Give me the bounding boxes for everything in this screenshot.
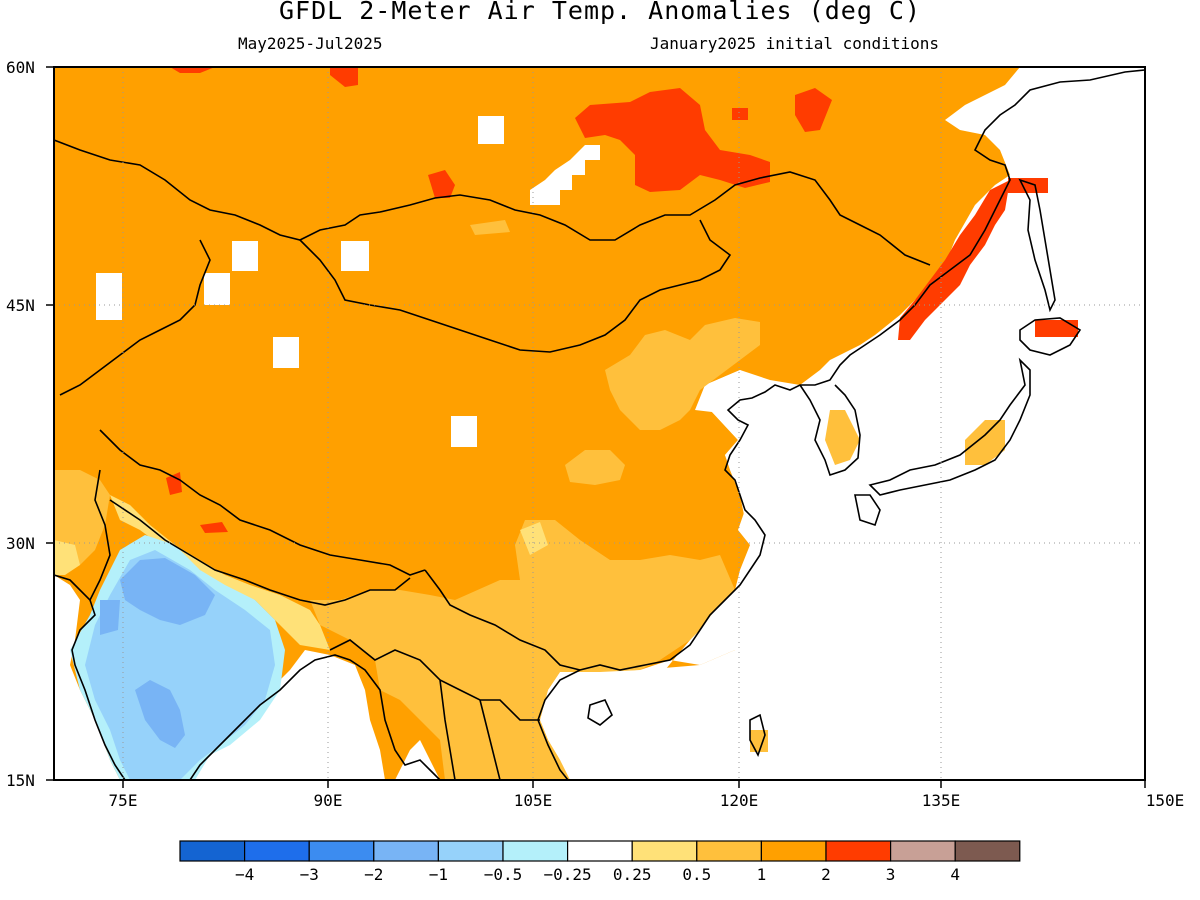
border-china-kazakh xyxy=(59,239,211,396)
colorbar-swatch xyxy=(502,840,569,862)
coastline-kyushu xyxy=(854,494,881,527)
anomaly-neg-1-india-south xyxy=(135,680,185,748)
colorbar-swatch xyxy=(631,840,698,862)
anomaly-2-3-siberia-east xyxy=(795,88,832,132)
lon-label-75e: 75E xyxy=(109,791,138,810)
lat-label-45n: 45N xyxy=(6,296,35,315)
ocean-mask-east-fix xyxy=(540,600,1145,780)
colorbar: −4 −3 −2 −1 −0.5 −0.25 0.25 0.5 1 2 3 4 xyxy=(179,840,1021,884)
colorbar-swatch xyxy=(889,840,956,862)
colorbar-label: 4 xyxy=(950,865,960,884)
anomaly-0.5-1-korea xyxy=(825,410,860,465)
anomaly-2-3-siberia-small xyxy=(732,108,748,120)
neutral-patch xyxy=(451,416,477,447)
neutral-patch xyxy=(478,116,504,144)
ocean-mask-bay-bengal xyxy=(190,650,385,780)
anomaly-2-3-sakhalin-north xyxy=(1008,178,1048,193)
border-indochina xyxy=(329,639,540,780)
colorbar-label: 2 xyxy=(821,865,831,884)
colorbar-swatch xyxy=(437,840,504,862)
colorbar-label: 3 xyxy=(886,865,896,884)
colorbar-swatch xyxy=(954,840,1021,862)
lat-label-15n: 15N xyxy=(6,771,35,790)
anomaly-2-3-tibet-west xyxy=(166,472,182,495)
coastline-taiwan xyxy=(749,713,766,757)
anomaly-neg-1-india-north xyxy=(120,558,215,625)
neutral-patch-baikal xyxy=(530,145,600,205)
colorbar-label: −0.5 xyxy=(484,865,523,884)
map-frame xyxy=(53,66,1146,781)
anomaly-0.5-1-mongolia-east xyxy=(605,318,760,430)
colorbar-label: −1 xyxy=(429,865,448,884)
neutral-patch xyxy=(341,241,369,271)
forecast-period: May2025-Jul2025 xyxy=(238,34,383,53)
border-china-india xyxy=(99,429,426,576)
anomaly-2-3-amur xyxy=(898,180,1010,340)
border-himalaya-south xyxy=(109,499,411,606)
colorbar-swatch xyxy=(825,840,892,862)
lat-label-60n: 60N xyxy=(6,58,35,77)
colorbar-label: −3 xyxy=(300,865,319,884)
neutral-patch xyxy=(96,273,122,320)
neutral-patch xyxy=(273,337,299,368)
colorbar-label: 0.5 xyxy=(682,865,711,884)
anomaly-0.5-1-sakhalin xyxy=(470,220,510,235)
border-china-south xyxy=(424,569,581,671)
anomaly-2-3-siberia xyxy=(575,88,770,192)
colorbar-swatch xyxy=(179,840,246,862)
anomaly-0.25-0.5-pak-south xyxy=(54,540,80,575)
colorbar-label: 1 xyxy=(757,865,767,884)
anomaly-fill-layer xyxy=(54,67,1145,780)
lon-label-90e: 90E xyxy=(314,791,343,810)
lon-label-105e: 105E xyxy=(514,791,553,810)
lon-label-135e: 135E xyxy=(922,791,961,810)
border-mongolia-china xyxy=(299,219,732,353)
anomaly-0.5-1-japan xyxy=(965,420,1005,465)
lon-label-120e: 120E xyxy=(720,791,759,810)
neutral-patch xyxy=(232,241,258,271)
colorbar-swatch xyxy=(760,840,827,862)
anomaly-neg-0.5-india xyxy=(85,550,275,780)
coastline-layer xyxy=(54,69,1145,780)
anomaly-0.5-1-central xyxy=(565,450,625,485)
anomaly-2-3-top-left xyxy=(170,67,215,73)
anomaly-0.5-1-taiwan xyxy=(750,730,768,752)
coastline-east-asia xyxy=(537,69,1145,780)
coastline-korea xyxy=(799,384,861,477)
coastline-honshu xyxy=(868,357,1031,496)
colorbar-swatch xyxy=(373,840,439,862)
colorbar-swatch xyxy=(308,840,375,862)
border-pakistan-india xyxy=(89,469,111,601)
border-russia-south xyxy=(54,139,931,266)
anomaly-2-3-top xyxy=(330,67,358,87)
anomaly-0.5-1-china-south xyxy=(310,520,735,780)
colorbar-label: −2 xyxy=(364,865,383,884)
anomaly-neg-1-india-mid xyxy=(100,600,120,635)
colorbar-label: −4 xyxy=(235,865,254,884)
colorbar-swatch xyxy=(244,840,310,862)
chart-title: GFDL 2-Meter Air Temp. Anomalies (deg C) xyxy=(278,0,922,25)
coastline-india xyxy=(54,574,441,780)
coastline-hokkaido xyxy=(1019,317,1082,356)
anomaly-2-3-kurils xyxy=(1035,320,1078,337)
lat-label-30n: 30N xyxy=(6,534,35,553)
colorbar-label: −0.25 xyxy=(544,865,592,884)
colorbar-swatch xyxy=(696,840,762,862)
ocean-mask-india-west xyxy=(54,575,120,780)
ocean-mask-yellowsea xyxy=(700,370,835,540)
axis-ticks xyxy=(46,66,1146,788)
neutral-patch xyxy=(204,273,230,305)
anomaly-2-3-baikal-west xyxy=(428,170,455,198)
colorbar-swatch xyxy=(566,840,633,862)
anomaly-0.25-0.5-sichuan xyxy=(520,522,548,555)
gridlines xyxy=(54,67,1145,780)
colorbar-label: 0.25 xyxy=(613,865,652,884)
coastline-sakhalin xyxy=(1018,178,1056,313)
lon-label-150e: 150E xyxy=(1146,791,1185,810)
initial-conditions: January2025 initial conditions xyxy=(650,34,939,53)
coastline-hainan xyxy=(587,699,613,726)
anomaly-2-3-nepal xyxy=(200,522,228,533)
